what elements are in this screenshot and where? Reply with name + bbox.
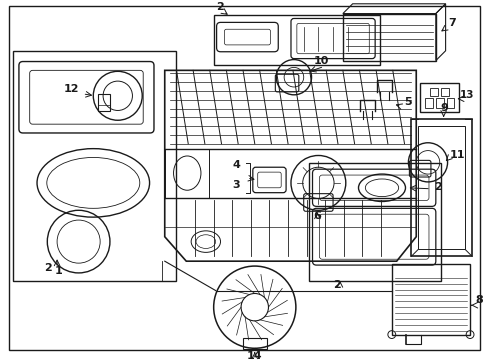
Text: 2: 2 — [332, 280, 340, 289]
Text: 2: 2 — [433, 182, 441, 192]
Text: 5: 5 — [404, 96, 411, 107]
Text: 12: 12 — [64, 84, 79, 94]
Bar — [424, 98, 432, 108]
Text: 4: 4 — [232, 160, 240, 170]
Text: 14: 14 — [246, 351, 262, 360]
Bar — [342, 14, 435, 60]
Text: 11: 11 — [448, 150, 464, 161]
Text: 1: 1 — [55, 266, 63, 276]
Bar — [213, 14, 379, 66]
Bar — [243, 338, 266, 349]
Bar — [435, 98, 443, 108]
Text: 2: 2 — [44, 263, 52, 273]
Text: 8: 8 — [474, 295, 482, 305]
Text: 13: 13 — [459, 90, 474, 100]
Text: 2: 2 — [216, 2, 224, 12]
Text: 9: 9 — [440, 103, 447, 113]
Bar — [164, 149, 208, 198]
Text: 10: 10 — [313, 57, 328, 67]
Text: 3: 3 — [232, 180, 240, 190]
Bar — [98, 94, 110, 112]
Text: 6: 6 — [313, 211, 321, 221]
Bar — [13, 51, 176, 281]
Bar — [410, 119, 471, 256]
Bar — [429, 88, 437, 96]
Bar — [417, 126, 464, 249]
Bar — [391, 264, 469, 334]
Text: 7: 7 — [447, 18, 455, 28]
Bar — [308, 163, 440, 281]
Bar — [440, 88, 447, 96]
Bar — [446, 98, 453, 108]
